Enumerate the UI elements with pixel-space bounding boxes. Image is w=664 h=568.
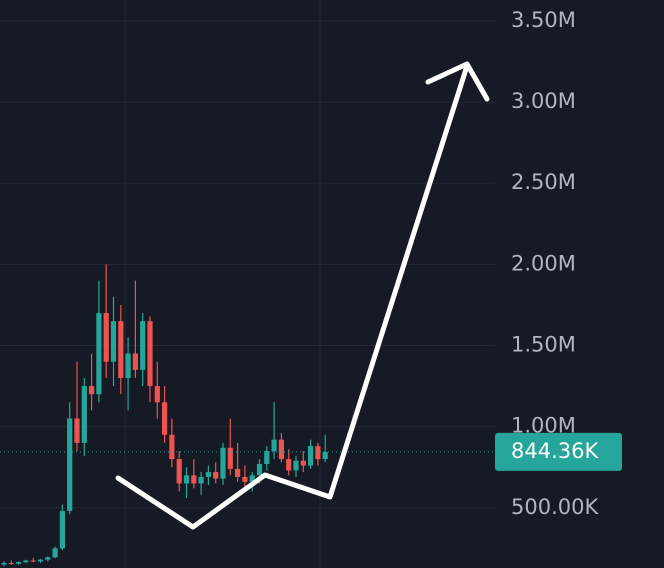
candle-body <box>286 459 292 471</box>
candle-body <box>213 472 219 479</box>
candle-body <box>271 439 277 451</box>
candle-body <box>191 475 197 484</box>
candle-body <box>1 562 7 565</box>
candle-body <box>220 447 226 479</box>
y-tick-label: 3.50M <box>511 8 576 32</box>
candle-body <box>140 321 146 370</box>
candle-body <box>103 313 109 362</box>
candle-body <box>45 557 51 560</box>
y-tick-label: 3.00M <box>511 89 576 113</box>
candle-body <box>169 434 175 460</box>
candle-body <box>183 475 190 484</box>
candle-body <box>16 562 22 564</box>
candle-body <box>52 548 58 558</box>
candle-body <box>278 439 284 460</box>
candle-body <box>8 562 14 564</box>
candle-body <box>198 476 204 484</box>
candle-body <box>308 446 314 466</box>
candle-body <box>125 353 131 378</box>
annotation-arrow <box>115 61 490 530</box>
candle-body <box>242 476 248 482</box>
candle-body <box>300 460 306 466</box>
y-tick-label: 500.00K <box>511 495 599 519</box>
candle-body <box>293 460 299 471</box>
candle-body <box>227 447 233 469</box>
candle-body <box>89 386 95 395</box>
candle-body <box>30 560 36 562</box>
candle-body <box>67 418 73 512</box>
candle-body <box>81 386 87 443</box>
candle-body <box>59 511 65 549</box>
candle-body <box>205 472 211 477</box>
candle-body <box>315 446 321 460</box>
candle-body <box>322 451 328 460</box>
candle-body <box>154 386 160 403</box>
y-tick-label: 2.50M <box>511 170 576 194</box>
candle-body <box>162 402 168 435</box>
candle-body <box>176 459 182 484</box>
candle-body <box>264 450 270 464</box>
candle-body <box>256 463 263 476</box>
candle-body <box>110 321 117 362</box>
candle-body <box>37 559 44 562</box>
y-tick-label: 1.50M <box>511 333 576 357</box>
last-price-label: 844.36K <box>511 439 599 463</box>
y-axis: 500.00K1.00M1.50M2.00M2.50M3.00M3.50M844… <box>495 8 622 519</box>
candle-body <box>23 560 29 563</box>
candle-body <box>118 321 124 378</box>
last-price-box <box>495 432 622 471</box>
candle-body <box>96 313 102 395</box>
candle-body <box>147 321 153 387</box>
candle-body <box>249 475 255 482</box>
y-tick-label: 2.00M <box>511 251 576 275</box>
candles <box>1 264 328 567</box>
candle-body <box>74 418 80 443</box>
candle-body <box>132 353 138 370</box>
candle-body <box>235 468 241 477</box>
